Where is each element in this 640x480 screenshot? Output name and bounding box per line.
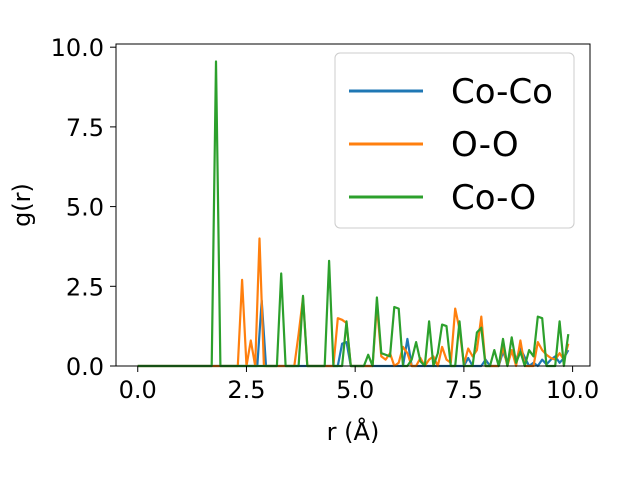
y-axis: 0.0 2.5 5.0 7.5 10.0 — [51, 34, 116, 381]
legend: Co-Co O-O Co-O — [334, 52, 575, 229]
series-line-o-o — [137, 237, 570, 368]
legend-label: Co-Co — [451, 72, 553, 112]
axes-frame — [115, 43, 591, 367]
y-tick-label: 5.0 — [66, 194, 104, 222]
y-axis-title: g(r) — [8, 183, 36, 227]
x-axis-title: r (Å) — [327, 417, 380, 446]
legend-label: Co-O — [451, 178, 536, 218]
legend-box — [334, 52, 575, 229]
x-tick-label: 5.0 — [336, 376, 374, 404]
legend-label: O-O — [451, 125, 519, 165]
x-tick-label: 7.5 — [445, 376, 483, 404]
y-tick-label: 7.5 — [66, 114, 104, 142]
x-tick-label: 2.5 — [227, 376, 265, 404]
x-tick-label: 10.0 — [546, 376, 599, 404]
x-axis: 0.0 2.5 5.0 7.5 10.0 — [119, 366, 599, 404]
y-tick-label: 0.0 — [66, 353, 104, 381]
y-tick-label: 10.0 — [51, 34, 104, 62]
x-tick-label: 0.0 — [119, 376, 157, 404]
series-line-co-co — [137, 299, 570, 368]
y-tick-label: 2.5 — [66, 273, 104, 301]
